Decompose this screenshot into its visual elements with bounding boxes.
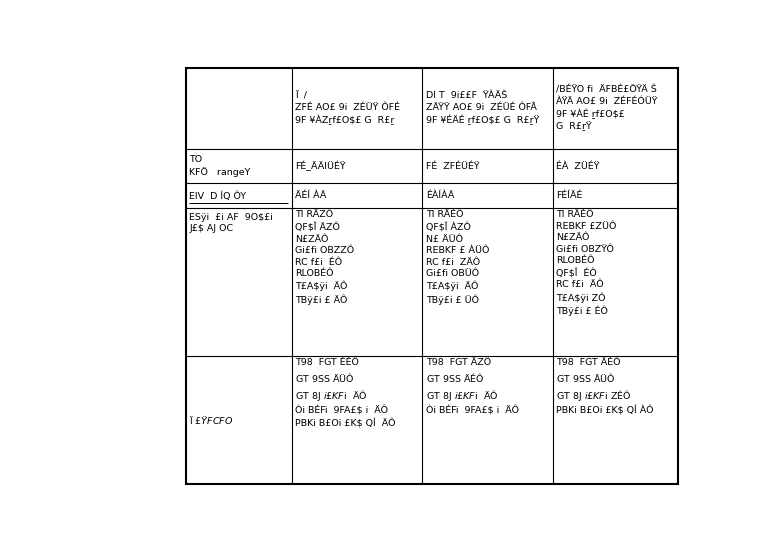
Text: T98  FGT ÄZÔ
GT $ 9 $SS ÄÉÔ
GT 8J $i £KF$i  ÄÔ
Òi BÉFi  9FA£$ i  ÄÔ: T98 FGT ÄZÔ GT $ 9 $SS ÄÉÔ GT 8J $i £KF$… bbox=[425, 358, 519, 416]
Text: TI RÄÉÔ
REBKF £ZÜÔ
N£ZÄÔ
Gi£fi OBZŸÔ
RLOBÉÔ
QF$Î  ÉÔ
RC f£i  ÄÔ
T£A$ÿi ZÔ
TBÿ£i : TI RÄÉÔ REBKF £ZÜÔ N£ZÄÔ Gi£fi OBZŸÔ RLO… bbox=[556, 210, 617, 316]
Text: ÉÀÍÀÄ: ÉÀÍÀÄ bbox=[425, 191, 454, 200]
Text: Ï $£ŸFCFO$: Ï $£ŸFCFO$ bbox=[189, 414, 233, 426]
Text: /BÉŸO fi  ÄFBÉ£ÖŸÄ Š
ÀŸÄ AO£ 9i  ZÉFÉÓÜŸ
9F ¥ÀÉ ṟf£O$£
G  R£ṟŸ: /BÉŸO fi ÄFBÉ£ÖŸÄ Š ÀŸÄ AO£ 9i ZÉFÉÓÜŸ 9… bbox=[556, 85, 658, 131]
Text: T98  FGT ÉÉÔ
GT $ 9 $SS ÄÜÔ
GT 8J $i £KF$i  ÄÔ
Òi BÉFi  9FA£$ i  ÄÔ
PBKi B£Oi £K: T98 FGT ÉÉÔ GT $ 9 $SS ÄÜÔ GT 8J $i £KF$… bbox=[295, 358, 396, 429]
Text: ÉÀ  ZÜÉŸ: ÉÀ ZÜÉŸ bbox=[556, 162, 600, 170]
Text: FÉ_ÄÄIÜÉŸ: FÉ_ÄÄIÜÉŸ bbox=[295, 161, 346, 171]
Text: ESÿi  £i AF  9O$£i
J£$ AJ OC: ESÿi £i AF 9O$£i J£$ AJ OC bbox=[189, 212, 273, 233]
Text: TI RÄÉÔ
QF$Î ÀZÔ
N£ ÄÜÔ
REBKF £ ÀÜÔ
RC f£i  ZÄÔ
Gi£fi OBÜÔ
T£A$ÿi  ÄÔ
TBÿ£i £ ÜÔ: TI RÄÉÔ QF$Î ÀZÔ N£ ÄÜÔ REBKF £ ÀÜÔ RC f… bbox=[425, 210, 489, 305]
Text: Ï  /
ZFÉ AO£ 9i  ZÉÜŸ ÔFÉ
9F ¥ÀZṟf£O$£ G  R£ṟ: Ï / ZFÉ AO£ 9i ZÉÜŸ ÔFÉ 9F ¥ÀZṟf£O$£ G R… bbox=[295, 91, 400, 125]
Text: EIV  D ÍQ ÔY: EIV D ÍQ ÔY bbox=[189, 191, 246, 200]
Text: TO
KFÖ   rangeY: TO KFÖ rangeY bbox=[189, 155, 251, 177]
Text: ÄÉÍ ÀÄ: ÄÉÍ ÀÄ bbox=[295, 191, 326, 200]
Text: FÉ  ZFÉÜÉŸ: FÉ ZFÉÜÉŸ bbox=[425, 162, 479, 170]
Text: T98  FGT ÄÉÔ
GT $ 9 $SS ÄÜÔ
GT 8J $i £KF$i ZÉÔ
PBKi B£Oi £K$ QÍ ÀÔ: T98 FGT ÄÉÔ GT $ 9 $SS ÄÜÔ GT 8J $i £KF$… bbox=[556, 358, 654, 416]
Text: TI RÄZÔ
QF$Î ÄZÔ
N£ZÄÔ
Gi£fi OBZZÔ
RC f£i  ÉÔ
RLOBÉÔ
T£A$ÿi  ÄÔ
TBÿ£i £ ÄÔ: TI RÄZÔ QF$Î ÄZÔ N£ZÄÔ Gi£fi OBZZÔ RC f£… bbox=[295, 210, 354, 305]
Text: FÉÍÄÉ: FÉÍÄÉ bbox=[556, 191, 583, 200]
Text: DI T  9i££F  ŸÀÄŠ
ZÄŸŸ AO£ 9i  ZÉÜÉ ÔFÂ
9F ¥ÉÄÉ ṟf£O$£ G  R£ṟŸ: DI T 9i££F ŸÀÄŠ ZÄŸŸ AO£ 9i ZÉÜÉ ÔFÂ 9F … bbox=[425, 91, 539, 125]
